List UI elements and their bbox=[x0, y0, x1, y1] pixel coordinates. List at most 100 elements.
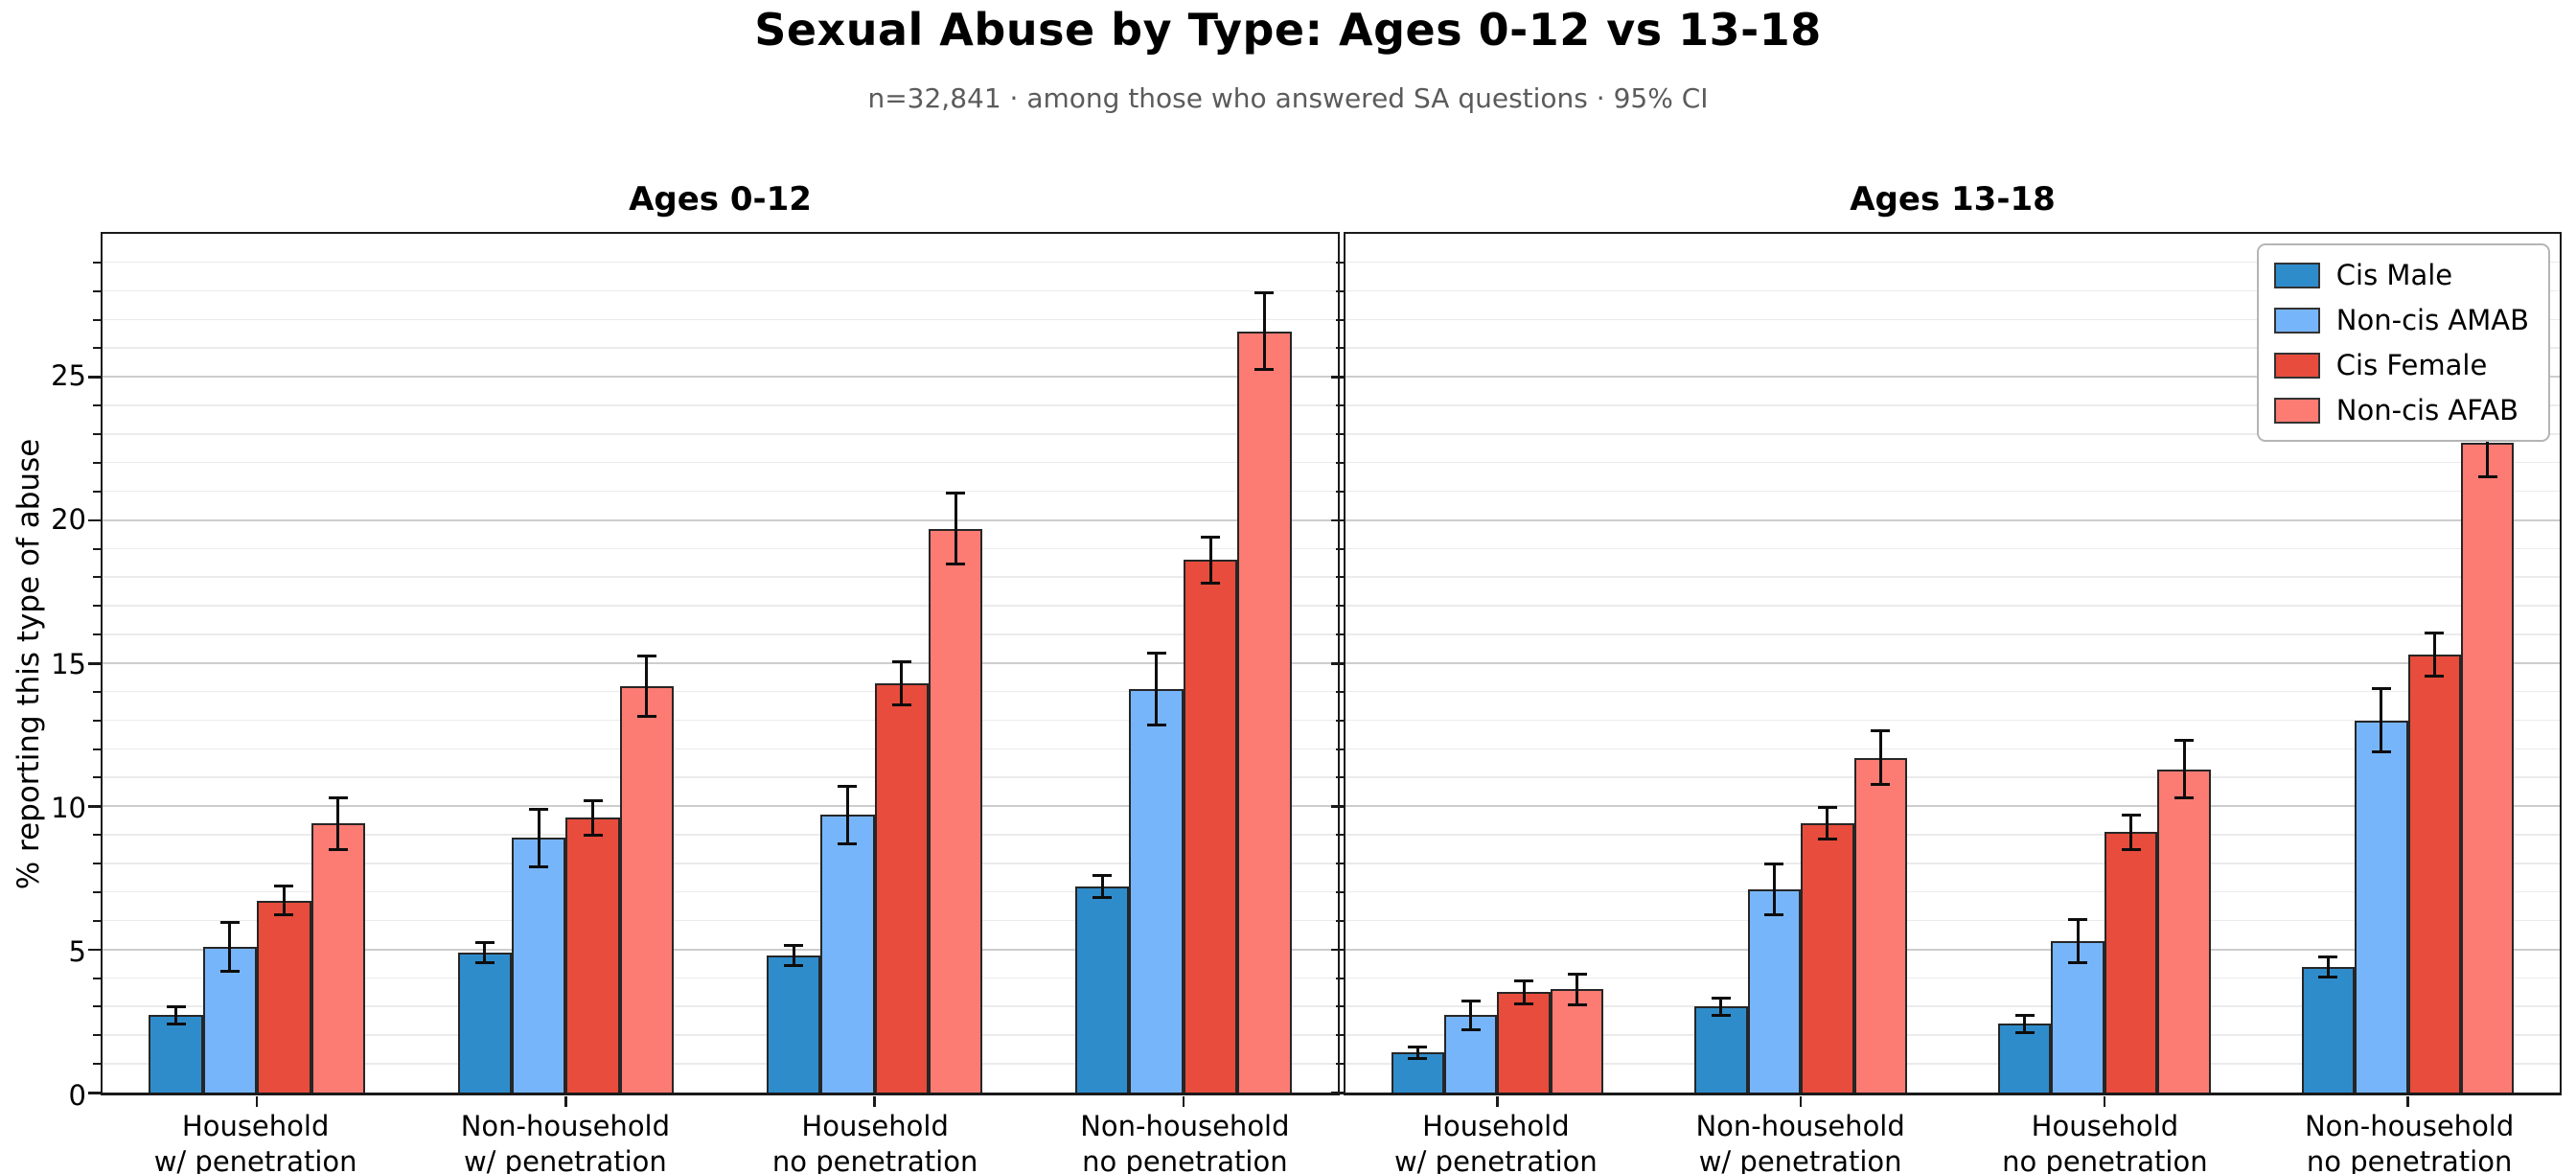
plot-area bbox=[87, 232, 1340, 1107]
minor-gridline bbox=[103, 776, 1338, 778]
minor-gridline bbox=[103, 347, 1338, 349]
y-minor-tick bbox=[1335, 1063, 1344, 1066]
bar-slot bbox=[1998, 234, 2052, 1093]
bar-cis-female bbox=[874, 682, 930, 1093]
error-bar-cap-top bbox=[2318, 955, 2338, 958]
error-bar-cap-top bbox=[583, 798, 603, 802]
y-minor-tick bbox=[1335, 347, 1344, 350]
bar-slot bbox=[766, 234, 821, 1093]
y-minor-tick bbox=[92, 919, 101, 922]
plot-area: Cis Male Non-cis AMAB Cis Female Non-cis AF… bbox=[1330, 232, 2562, 1107]
error-bar-cap-top bbox=[274, 885, 294, 888]
error-bar-line bbox=[174, 1006, 178, 1024]
minor-gridline bbox=[103, 576, 1338, 578]
error-bar bbox=[2371, 687, 2391, 754]
y-minor-tick bbox=[1335, 605, 1344, 608]
error-bar bbox=[1460, 999, 1481, 1031]
error-bar-line bbox=[1522, 980, 1526, 1004]
minor-gridline bbox=[1346, 633, 2560, 635]
minor-gridline bbox=[103, 461, 1338, 464]
bar-slot bbox=[874, 234, 930, 1093]
bar-non-cis-amab bbox=[1747, 888, 1802, 1093]
error-bar-cap-bottom bbox=[1764, 913, 1784, 917]
bar-slot bbox=[511, 234, 566, 1093]
major-gridline bbox=[1346, 805, 2560, 808]
error-bar-cap-bottom bbox=[2371, 750, 2391, 754]
error-bar bbox=[328, 795, 348, 851]
bar-slot bbox=[1237, 234, 1292, 1093]
bar-cis-male bbox=[149, 1015, 203, 1093]
error-bar-cap-top bbox=[891, 660, 911, 664]
minor-gridline bbox=[103, 1005, 1338, 1007]
error-bar bbox=[2121, 813, 2141, 851]
y-minor-tick bbox=[92, 547, 101, 550]
y-minor-tick bbox=[1335, 1005, 1344, 1008]
bar-slot bbox=[202, 234, 258, 1093]
bar-cis-male bbox=[1075, 886, 1130, 1093]
error-bar-cap-bottom bbox=[636, 714, 656, 718]
bar-slot bbox=[1183, 234, 1238, 1093]
legend-item: Cis Female bbox=[2273, 349, 2529, 381]
x-tick bbox=[1496, 1095, 1499, 1107]
error-bar-cap-bottom bbox=[328, 847, 348, 851]
error-bar-cap-bottom bbox=[1201, 581, 1221, 585]
error-bar bbox=[784, 943, 804, 967]
y-minor-tick bbox=[92, 834, 101, 837]
error-bar bbox=[1408, 1045, 1428, 1060]
error-bar-line bbox=[1155, 653, 1159, 725]
minor-gridline bbox=[103, 547, 1338, 550]
error-bar-line bbox=[1469, 1001, 1473, 1030]
error-bar-line bbox=[537, 809, 540, 867]
bar-slot bbox=[2301, 234, 2356, 1093]
legend-label: Cis Male bbox=[2335, 259, 2453, 291]
minor-gridline bbox=[1346, 433, 2560, 435]
error-bar-line bbox=[1826, 807, 1829, 840]
bar-non-cis-afab bbox=[310, 823, 365, 1093]
y-minor-tick bbox=[92, 776, 101, 779]
minor-gridline bbox=[103, 719, 1338, 722]
bar-slot bbox=[929, 234, 983, 1093]
error-bar-cap-bottom bbox=[946, 563, 966, 566]
error-bar-cap-bottom bbox=[474, 960, 494, 964]
y-minor-tick bbox=[92, 633, 101, 636]
error-bar-line bbox=[900, 661, 904, 705]
y-minor-tick bbox=[92, 605, 101, 608]
error-bar-cap-bottom bbox=[838, 841, 858, 845]
legend-item: Non-cis AMAB bbox=[2273, 304, 2529, 336]
bar-non-cis-afab bbox=[619, 685, 675, 1093]
y-minor-tick bbox=[92, 490, 101, 493]
category-group bbox=[1029, 234, 1338, 1107]
bar-slot bbox=[1747, 234, 1802, 1093]
minor-gridline bbox=[1346, 576, 2560, 578]
error-bar bbox=[1871, 728, 1891, 787]
legend-label: Non-cis AFAB bbox=[2335, 394, 2518, 426]
minor-gridline bbox=[1346, 547, 2560, 550]
error-bar-line bbox=[591, 800, 595, 836]
bar-non-cis-afab bbox=[2157, 769, 2211, 1093]
y-minor-tick bbox=[92, 1063, 101, 1066]
minor-gridline bbox=[103, 1034, 1338, 1036]
bar-slot bbox=[1443, 234, 1498, 1093]
error-bar-cap-top bbox=[328, 795, 348, 799]
minor-gridline bbox=[103, 690, 1338, 693]
legend: Cis Male Non-cis AMAB Cis Female Non-cis AF… bbox=[2256, 243, 2550, 442]
bar-non-cis-amab bbox=[1129, 688, 1184, 1093]
figure-title: Sexual Abuse by Type: Ages 0-12 vs 13-18 bbox=[754, 4, 1822, 56]
error-bar-cap-top bbox=[2174, 739, 2194, 743]
category-group bbox=[1346, 234, 1649, 1107]
x-tick-label: Non-household no penetration bbox=[2304, 1110, 2515, 1174]
error-bar-line bbox=[1719, 998, 1723, 1016]
legend-swatch bbox=[2273, 307, 2320, 334]
y-minor-tick bbox=[1335, 461, 1344, 464]
bar-cis-female bbox=[2407, 655, 2462, 1093]
bar-slot bbox=[820, 234, 875, 1093]
error-bar-cap-bottom bbox=[1146, 723, 1166, 726]
x-tick bbox=[873, 1095, 876, 1107]
error-bar bbox=[1514, 979, 1534, 1005]
major-gridline bbox=[103, 518, 1338, 521]
y-minor-tick bbox=[92, 576, 101, 579]
legend-swatch bbox=[2273, 262, 2320, 288]
error-bar bbox=[1201, 536, 1221, 585]
minor-gridline bbox=[103, 977, 1338, 979]
y-minor-tick bbox=[92, 289, 101, 292]
